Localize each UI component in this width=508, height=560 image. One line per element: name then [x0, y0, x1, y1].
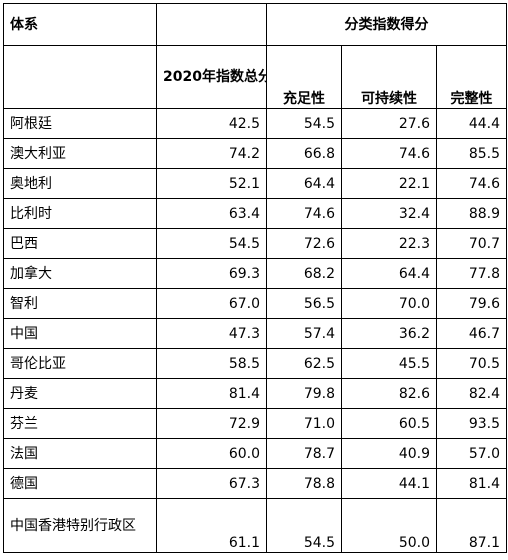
- cell-adequacy: 66.8: [266, 138, 342, 169]
- cell-sustainability: 64.4: [341, 258, 437, 289]
- cell-sustainability: 36.2: [341, 318, 437, 349]
- cell-adequacy: 74.6: [266, 198, 342, 229]
- cell-integrity: 74.6: [435, 168, 508, 199]
- table-row: 中国香港特别行政区 61.1 54.5 50.0 87.1: [3, 498, 508, 553]
- cell-integrity: 44.4: [435, 108, 508, 139]
- cell-total: 74.2: [156, 138, 267, 169]
- cell-total: 81.4: [156, 378, 267, 409]
- table-row: 巴西 54.5 72.6 22.3 70.7: [3, 228, 508, 259]
- table-row: 智利 67.0 56.5 70.0 79.6: [3, 288, 508, 319]
- cell-system-name: 中国香港特别行政区: [3, 498, 157, 553]
- header-integrity: 完整性: [435, 45, 508, 109]
- cell-adequacy: 79.8: [266, 378, 342, 409]
- table-row: 中国 47.3 57.4 36.2 46.7: [3, 318, 508, 349]
- cell-adequacy: 54.5: [266, 498, 342, 553]
- cell-integrity: 81.4: [435, 468, 508, 499]
- cell-sustainability: 74.6: [341, 138, 437, 169]
- cell-integrity: 77.8: [435, 258, 508, 289]
- cell-system-name: 阿根廷: [3, 108, 157, 139]
- header-adequacy: 充足性: [266, 45, 342, 109]
- cell-integrity: 88.9: [435, 198, 508, 229]
- cell-adequacy: 54.5: [266, 108, 342, 139]
- cell-adequacy: 72.6: [266, 228, 342, 259]
- cell-system-name: 比利时: [3, 198, 157, 229]
- table-row: 比利时 63.4 74.6 32.4 88.9: [3, 198, 508, 229]
- table-row: 加拿大 69.3 68.2 64.4 77.8: [3, 258, 508, 289]
- cell-system-name: 丹麦: [3, 378, 157, 409]
- cell-integrity: 93.5: [435, 408, 508, 439]
- cell-integrity: 57.0: [435, 438, 508, 469]
- header-system: 体系: [3, 3, 157, 46]
- cell-total: 69.3: [156, 258, 267, 289]
- cell-sustainability: 40.9: [341, 438, 437, 469]
- cell-adequacy: 64.4: [266, 168, 342, 199]
- cell-sustainability: 22.1: [341, 168, 437, 199]
- cell-integrity: 46.7: [435, 318, 508, 349]
- cell-sustainability: 32.4: [341, 198, 437, 229]
- cell-system-name: 澳大利亚: [3, 138, 157, 169]
- cell-adequacy: 71.0: [266, 408, 342, 439]
- cell-adequacy: 78.7: [266, 438, 342, 469]
- cell-system-name: 加拿大: [3, 258, 157, 289]
- table-body: 阿根廷 42.5 54.5 27.6 44.4 澳大利亚 74.2 66.8 7…: [3, 108, 508, 553]
- cell-total: 54.5: [156, 228, 267, 259]
- cell-adequacy: 68.2: [266, 258, 342, 289]
- table-row: 哥伦比亚 58.5 62.5 45.5 70.5: [3, 348, 508, 379]
- pension-index-table: 体系 分类指数得分 2020年指数总分 充足性 可持续性 完整性 阿根廷 42.…: [3, 3, 508, 553]
- cell-system-name: 哥伦比亚: [3, 348, 157, 379]
- cell-sustainability: 60.5: [341, 408, 437, 439]
- cell-total: 63.4: [156, 198, 267, 229]
- table-row: 澳大利亚 74.2 66.8 74.6 85.5: [3, 138, 508, 169]
- cell-integrity: 87.1: [435, 498, 508, 553]
- cell-integrity: 79.6: [435, 288, 508, 319]
- table-row: 芬兰 72.9 71.0 60.5 93.5: [3, 408, 508, 439]
- cell-total: 60.0: [156, 438, 267, 469]
- table-row: 奥地利 52.1 64.4 22.1 74.6: [3, 168, 508, 199]
- cell-system-name: 智利: [3, 288, 157, 319]
- cell-sustainability: 22.3: [341, 228, 437, 259]
- header-total-score: 2020年指数总分: [156, 45, 267, 109]
- cell-integrity: 82.4: [435, 378, 508, 409]
- cell-integrity: 85.5: [435, 138, 508, 169]
- cell-system-name: 巴西: [3, 228, 157, 259]
- cell-sustainability: 82.6: [341, 378, 437, 409]
- cell-total: 72.9: [156, 408, 267, 439]
- cell-sustainability: 70.0: [341, 288, 437, 319]
- cell-total: 67.3: [156, 468, 267, 499]
- cell-system-name: 法国: [3, 438, 157, 469]
- cell-system-name: 芬兰: [3, 408, 157, 439]
- cell-sustainability: 50.0: [341, 498, 437, 553]
- cell-total: 47.3: [156, 318, 267, 349]
- cell-system-name: 中国: [3, 318, 157, 349]
- header-system-blank: [3, 45, 157, 109]
- cell-total: 61.1: [156, 498, 267, 553]
- cell-total: 58.5: [156, 348, 267, 379]
- table-row: 阿根廷 42.5 54.5 27.6 44.4: [3, 108, 508, 139]
- cell-adequacy: 57.4: [266, 318, 342, 349]
- table-row: 丹麦 81.4 79.8 82.6 82.4: [3, 378, 508, 409]
- table-header: 体系 分类指数得分 2020年指数总分 充足性 可持续性 完整性: [3, 3, 508, 109]
- cell-sustainability: 44.1: [341, 468, 437, 499]
- cell-integrity: 70.7: [435, 228, 508, 259]
- cell-sustainability: 27.6: [341, 108, 437, 139]
- cell-integrity: 70.5: [435, 348, 508, 379]
- header-sustainability: 可持续性: [341, 45, 437, 109]
- cell-adequacy: 56.5: [266, 288, 342, 319]
- cell-sustainability: 45.5: [341, 348, 437, 379]
- cell-system-name: 奥地利: [3, 168, 157, 199]
- cell-total: 42.5: [156, 108, 267, 139]
- cell-system-name: 德国: [3, 468, 157, 499]
- cell-total: 67.0: [156, 288, 267, 319]
- cell-total: 52.1: [156, 168, 267, 199]
- table-row: 德国 67.3 78.8 44.1 81.4: [3, 468, 508, 499]
- cell-adequacy: 78.8: [266, 468, 342, 499]
- header-category-scores: 分类指数得分: [265, 3, 508, 46]
- table-row: 法国 60.0 78.7 40.9 57.0: [3, 438, 508, 469]
- header-blank: [156, 3, 267, 46]
- cell-adequacy: 62.5: [266, 348, 342, 379]
